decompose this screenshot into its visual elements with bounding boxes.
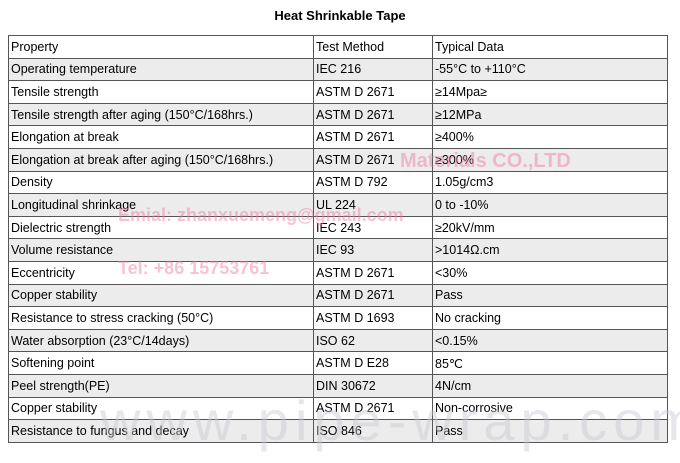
table-cell: Longitudinal shrinkage (8, 193, 314, 217)
table-cell: Pass (432, 419, 668, 443)
table-row: Volume resistance IEC 93 >1014Ω.cm (8, 238, 668, 262)
table-cell: 0 to -10% (432, 193, 668, 217)
table-cell: <0.15% (432, 328, 668, 353)
table-cell: Tensile strength (8, 80, 314, 104)
table-row: Property Test Method Typical Data (8, 35, 668, 59)
table-cell: 1.05g/cm3 (432, 170, 668, 195)
table-row: Dielectric strength IEC 243 ≥20kV/mm (8, 215, 668, 240)
table-cell: Eccentricity (8, 260, 314, 285)
table-row: Copper stability ASTM D 2671 Pass (8, 283, 668, 308)
table-cell: ASTM D 2671 (313, 102, 433, 127)
table-cell: Density (8, 170, 314, 195)
table-cell: ≥12MPa (432, 102, 668, 127)
table-cell: Volume resistance (8, 238, 314, 262)
table-cell: Copper stability (8, 396, 314, 421)
table-cell: <30% (432, 260, 668, 285)
table-cell: Test Method (313, 35, 433, 59)
table-cell: ≥400% (432, 125, 668, 149)
table-cell: ≥300% (432, 147, 668, 172)
table-cell: ISO 62 (313, 328, 433, 353)
table-cell: Water absorption (23°C/14days) (8, 328, 314, 353)
table-cell: -55°C to +110°C (432, 57, 668, 82)
table-row: Resistance to fungus and decay ISO 846 Pas… (8, 419, 668, 443)
table-cell: ASTM D 2671 (313, 125, 433, 149)
table-row: Operating temperature IEC 216 -55°C to +11… (8, 57, 668, 82)
table-cell: ASTM D 2671 (313, 260, 433, 285)
table-row: Softening point ASTM D E28 85℃ (8, 351, 668, 375)
table-cell: Property (8, 35, 314, 59)
table-cell: ≥14Mpa≥ (432, 80, 668, 104)
table-cell: ISO 846 (313, 419, 433, 443)
table-row: Eccentricity ASTM D 2671 <30% (8, 260, 668, 285)
table-row: Copper stability ASTM D 2671 Non-corrosive (8, 396, 668, 421)
table-cell: 85℃ (432, 351, 668, 375)
table-row: Longitudinal shrinkage UL 224 0 to -10% (8, 193, 668, 217)
table-cell: Pass (432, 283, 668, 308)
table-cell: Typical Data (432, 35, 668, 59)
table-cell: >1014Ω.cm (432, 238, 668, 262)
table-cell: Peel strength(PE) (8, 373, 314, 398)
table-cell: Softening point (8, 351, 314, 375)
table-cell: Elongation at break (8, 125, 314, 149)
table-cell: IEC 216 (313, 57, 433, 82)
table-cell: Resistance to stress cracking (50°C) (8, 306, 314, 330)
table-cell: IEC 93 (313, 238, 433, 262)
table-cell: UL 224 (313, 193, 433, 217)
table-cell: Dielectric strength (8, 215, 314, 240)
table-row: Tensile strength after aging (150°C/168h… (8, 102, 668, 127)
table-cell: ASTM D 2671 (313, 396, 433, 421)
table-cell: ASTM D 792 (313, 170, 433, 195)
table-cell: ASTM D 2671 (313, 283, 433, 308)
table-cell: No cracking (432, 306, 668, 330)
table-cell: 4N/cm (432, 373, 668, 398)
table-row: Tensile strength ASTM D 2671 ≥14Mpa≥ (8, 80, 668, 104)
table-row: Elongation at break after aging (150°C/1… (8, 147, 668, 172)
table-row: Peel strength(PE) DIN 30672 4N/cm (8, 373, 668, 398)
table-cell: Resistance to fungus and decay (8, 419, 314, 443)
table-cell: Copper stability (8, 283, 314, 308)
table-row: Density ASTM D 792 1.05g/cm3 (8, 170, 668, 195)
table-cell: ≥20kV/mm (432, 215, 668, 240)
table-cell: Tensile strength after aging (150°C/168h… (8, 102, 314, 127)
table-cell: ASTM D 1693 (313, 306, 433, 330)
table-cell: Non-corrosive (432, 396, 668, 421)
table-cell: ASTM D 2671 (313, 147, 433, 172)
table-row: Resistance to stress cracking (50°C) ASTM… (8, 306, 668, 330)
title: Heat Shrinkable Tape (274, 8, 406, 23)
table-row: Water absorption (23°C/14days) ISO 62 <0.1… (8, 328, 668, 353)
table-cell: ASTM D E28 (313, 351, 433, 375)
property-table: Property Test Method Typical Data Operating… (8, 35, 668, 443)
table-row: Elongation at break ASTM D 2671 ≥400% (8, 125, 668, 149)
table-cell: Operating temperature (8, 57, 314, 82)
table-cell: ASTM D 2671 (313, 80, 433, 104)
table-cell: DIN 30672 (313, 373, 433, 398)
table-cell: Elongation at break after aging (150°C/1… (8, 147, 314, 172)
table-cell: IEC 243 (313, 215, 433, 240)
